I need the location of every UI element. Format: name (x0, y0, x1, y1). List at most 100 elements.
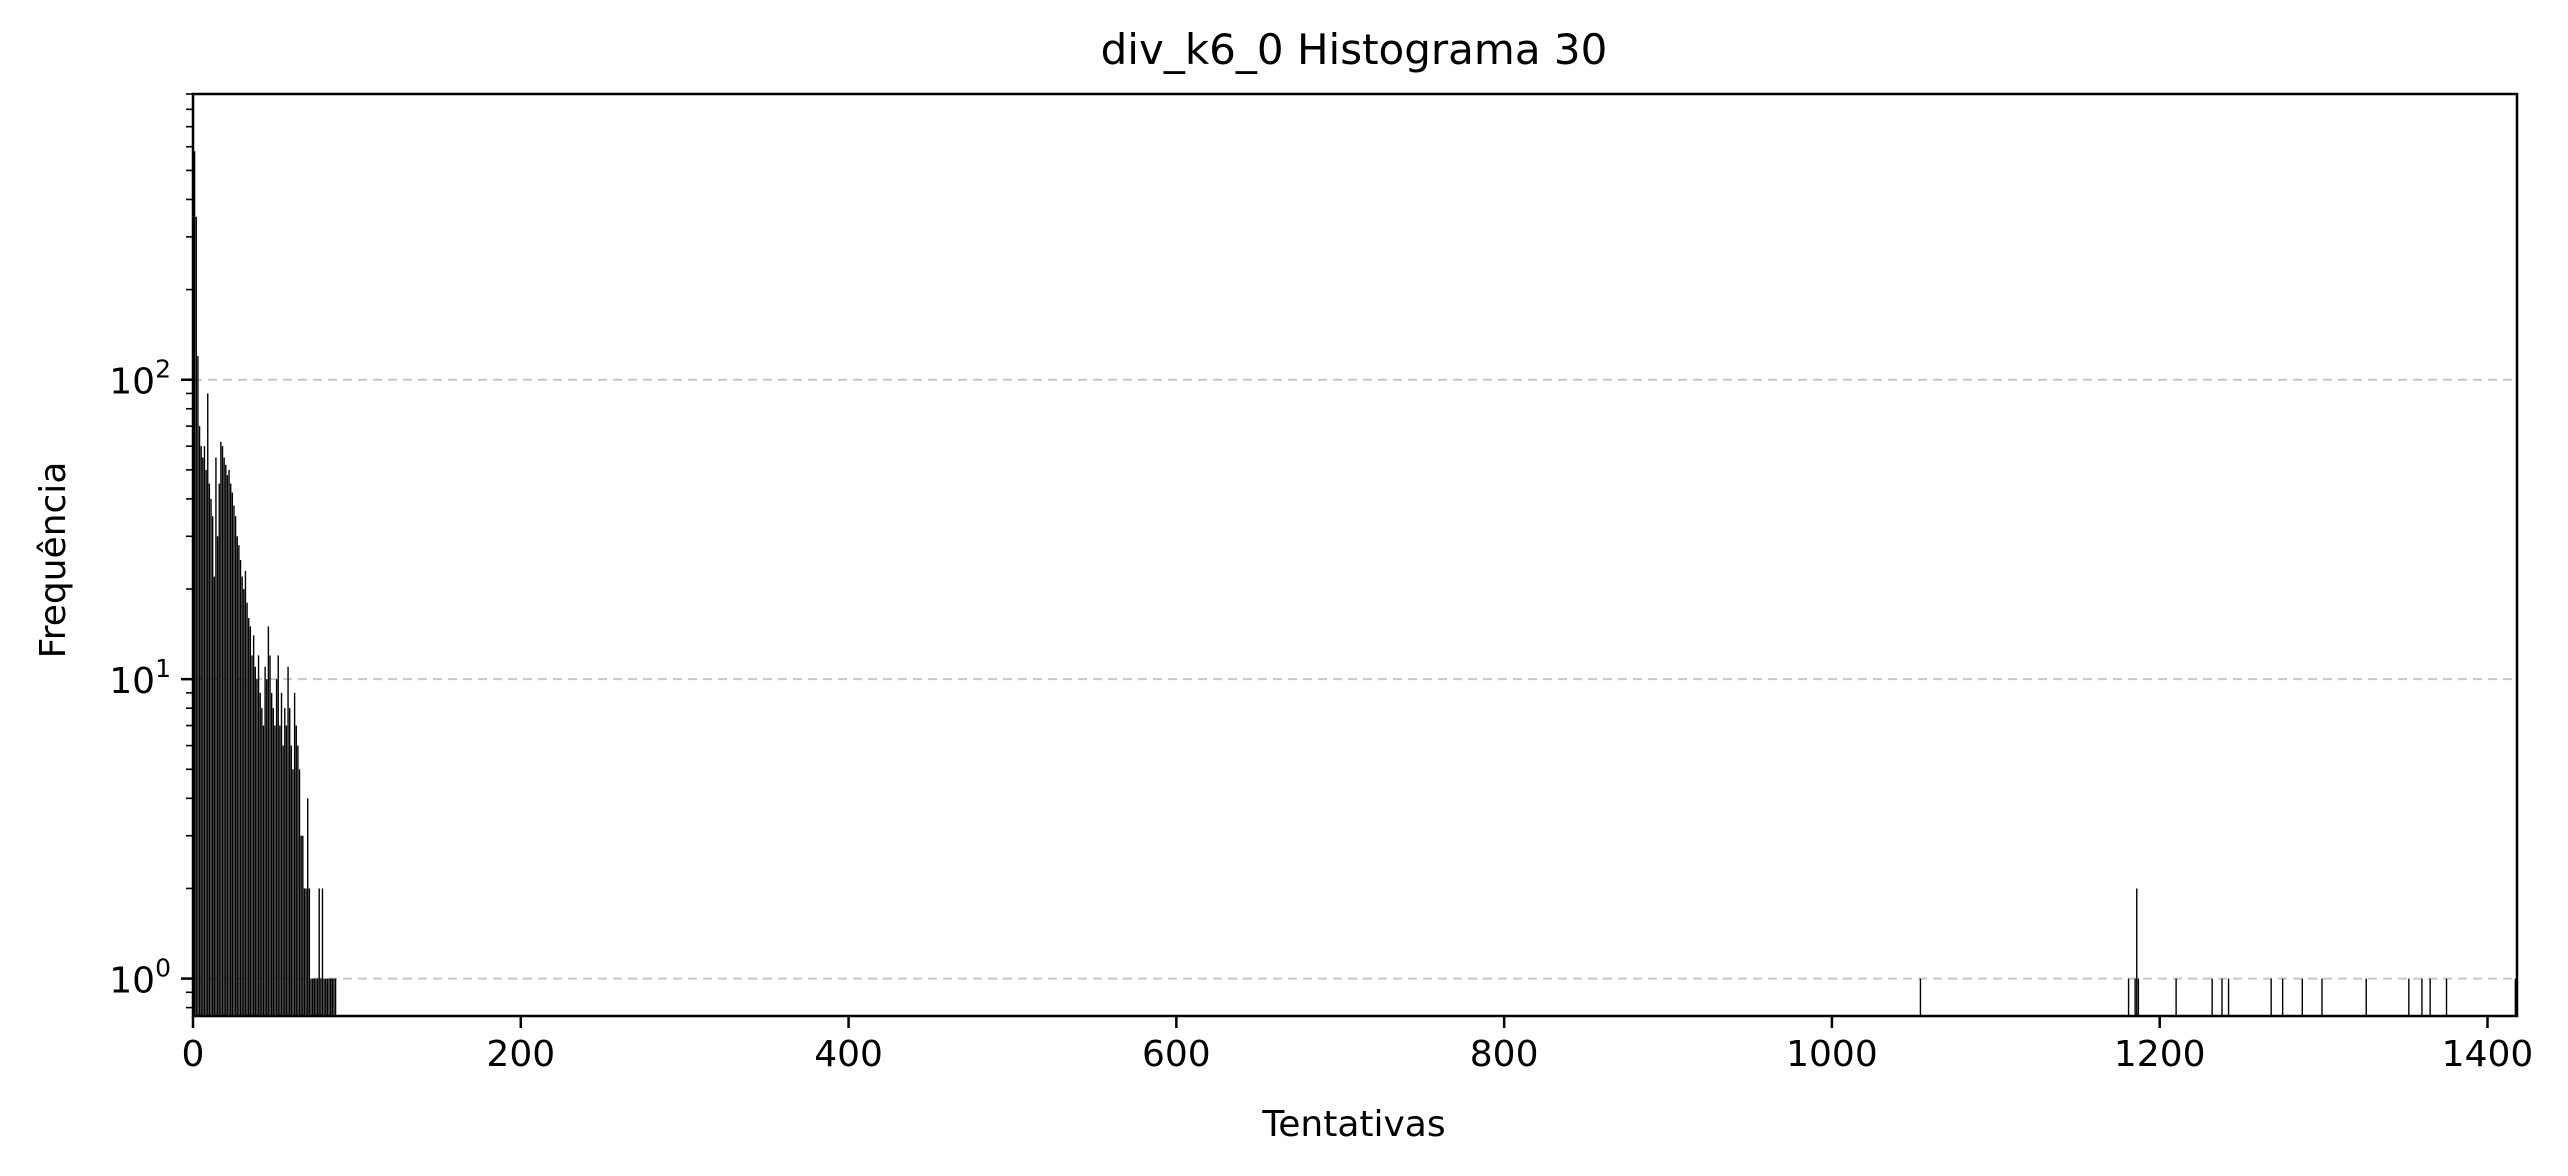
histogram-bar (226, 475, 229, 1017)
histogram-bar (2429, 978, 2431, 1016)
histogram-bar (1919, 978, 1922, 1016)
histogram-bar (270, 692, 273, 1016)
chart-title: div_k6_0 Histograma 30 (1101, 25, 1608, 74)
histogram-bar (310, 978, 312, 1016)
histogram-bar (313, 978, 315, 1016)
x-tick-label: 1000 (1786, 1034, 1878, 1075)
histogram-bar (223, 457, 225, 1017)
histogram-bar (334, 978, 337, 1016)
histogram-bar (2281, 978, 2284, 1016)
histogram-bar (2211, 978, 2213, 1016)
histogram-bar (2445, 978, 2448, 1016)
histogram-bar (315, 978, 317, 1016)
histogram-bar (2227, 978, 2230, 1016)
histogram-bar (236, 536, 238, 1016)
x-tick-label: 1400 (2442, 1034, 2534, 1075)
histogram-bar (279, 725, 281, 1016)
histogram-bar (233, 505, 235, 1016)
histogram-bar (246, 602, 248, 1016)
histogram-bar (215, 457, 217, 1017)
histogram-bar (300, 835, 302, 1016)
histogram-bar (267, 626, 270, 1016)
histogram-bar (266, 679, 268, 1016)
histogram-bar (321, 888, 324, 1016)
histogram-bar (2301, 978, 2303, 1016)
histogram-bar (331, 978, 334, 1016)
histogram-bar (211, 516, 214, 1016)
histogram-bar (282, 745, 284, 1016)
histogram-bar (203, 446, 206, 1016)
histogram-bar (2270, 978, 2272, 1016)
histogram-bar (307, 798, 309, 1016)
x-axis-label: Tentativas (1261, 1104, 1445, 1145)
histogram-bar (290, 745, 293, 1016)
histogram-bar (248, 618, 250, 1016)
y-tick-label: 100 (109, 954, 171, 1002)
histogram-bar (262, 725, 265, 1016)
histogram-bar (2421, 978, 2423, 1016)
histogram-bar (297, 745, 299, 1016)
histogram-bar (303, 888, 306, 1016)
x-axis: 0 200 400 600 800 1000 1200 1400 (182, 1016, 2534, 1075)
x-tick-label: 200 (486, 1034, 555, 1075)
histogram-bar (207, 393, 209, 1016)
histogram-bar (218, 483, 220, 1016)
histogram-bar (292, 769, 294, 1016)
histogram-bar (256, 679, 258, 1016)
histogram-bar (228, 469, 230, 1016)
histogram-bar (285, 725, 288, 1016)
histogram-bar (205, 469, 207, 1016)
histogram-bar (269, 655, 271, 1016)
histogram-bar (302, 835, 304, 1016)
x-tick-label: 800 (1470, 1034, 1539, 1075)
histogram-bar (318, 888, 320, 1016)
y-axis: 100 101 102 (109, 93, 193, 1009)
histogram-bar (289, 708, 291, 1016)
x-tick-label: 400 (814, 1034, 883, 1075)
histogram-bar (2137, 978, 2140, 1016)
histogram-bar (329, 978, 332, 1016)
grid-lines (193, 378, 2517, 980)
y-axis-label: Frequência (33, 462, 74, 659)
histogram-bar (2221, 978, 2223, 1016)
histogram-bar (234, 516, 237, 1016)
histogram-bar (198, 426, 201, 1016)
histogram-bar (243, 589, 245, 1016)
histogram-bar (275, 679, 278, 1016)
histogram-bar (195, 216, 197, 1017)
histogram-bar (220, 441, 222, 1016)
histogram-bar (2175, 978, 2177, 1016)
histogram-bar (2127, 978, 2130, 1016)
histogram-bar (197, 356, 199, 1017)
x-tick-label: 1200 (2114, 1034, 2206, 1075)
histogram-bar (272, 708, 275, 1016)
histogram-bar (293, 692, 296, 1016)
histogram-bar (2321, 978, 2323, 1016)
histogram-bar (295, 725, 297, 1016)
histogram-bar (320, 978, 322, 1016)
histogram-bar (252, 635, 255, 1016)
histogram-bar (210, 498, 212, 1016)
histogram-bar (2136, 888, 2138, 1016)
histogram-bar (239, 560, 242, 1016)
y-tick-label: 102 (109, 355, 171, 403)
histogram-bar (208, 483, 211, 1016)
histogram-bar (244, 570, 247, 1016)
histogram-bar (333, 978, 335, 1016)
histogram-bar (323, 978, 325, 1016)
histogram-bar (216, 536, 219, 1016)
histogram-bar (251, 655, 253, 1016)
histogram-bar (257, 655, 260, 1016)
histogram-bar (277, 655, 279, 1016)
histogram-bar (316, 978, 319, 1016)
histogram-bar (225, 464, 227, 1017)
histogram-bar (238, 545, 240, 1016)
plot-area-frame (191, 92, 2519, 1018)
histogram-bar (254, 666, 256, 1016)
histogram-bar (308, 888, 311, 1016)
histogram-bar (193, 151, 196, 1017)
x-tick-label: 0 (182, 1034, 205, 1075)
histogram-bar (280, 692, 283, 1016)
bars (193, 151, 2517, 1017)
